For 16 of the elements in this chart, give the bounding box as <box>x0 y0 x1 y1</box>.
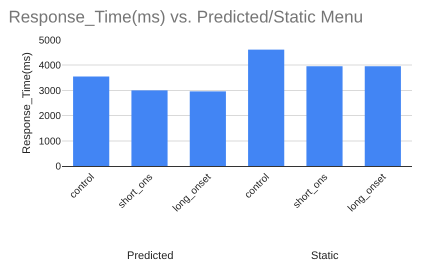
text: Predicted <box>127 250 174 261</box>
y-tick-label: 0 <box>55 162 62 172</box>
bar <box>364 66 401 166</box>
bar <box>248 50 284 166</box>
bar <box>73 76 110 166</box>
text: Static <box>311 250 340 261</box>
y-tick-label: 1000 <box>38 136 62 148</box>
y-tick-label: 4000 <box>38 60 62 72</box>
bar <box>190 91 226 166</box>
chart-title: Response_Time(ms) vs. Predicted/Static Menu <box>8 7 364 26</box>
y-axis-title: Response_Time(ms) <box>21 52 33 154</box>
y-tick-label: 3000 <box>38 86 62 97</box>
y-tick-label: 5000 <box>38 36 62 46</box>
bar <box>131 90 168 166</box>
y-tick-label: 2000 <box>38 111 62 122</box>
bar <box>306 66 343 166</box>
